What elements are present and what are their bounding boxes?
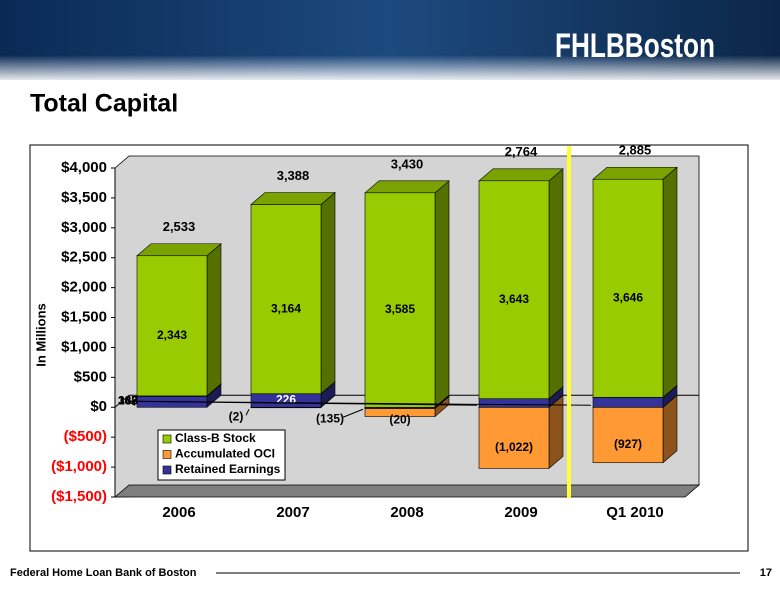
bar-segment — [478, 406, 550, 469]
label-arrow — [342, 408, 364, 418]
y-tick-label: $0 — [90, 398, 107, 415]
legend-swatch — [162, 465, 172, 475]
footer-mask — [740, 565, 780, 581]
data-label: 143 — [118, 393, 138, 407]
y-tick-label: ($500) — [64, 428, 107, 445]
y-tick-label: $500 — [74, 368, 107, 385]
bar-side — [548, 394, 564, 470]
footer-mask — [8, 565, 216, 581]
bar-segment — [136, 255, 208, 397]
chart-title: Total Capital — [30, 90, 178, 118]
data-label: 3,164 — [271, 301, 301, 315]
data-label: 3 — [118, 393, 125, 407]
data-label: (20) — [389, 413, 410, 427]
legend-label: Retained Earnings — [175, 462, 281, 476]
total-label: 3,388 — [277, 168, 310, 183]
data-label: 226 — [276, 393, 296, 407]
data-label: (135) — [316, 411, 344, 425]
data-label: (927) — [614, 437, 642, 451]
data-label: 3,643 — [499, 292, 529, 306]
zero-line — [114, 394, 130, 408]
data-label: 166 — [118, 393, 138, 407]
bar-segment — [478, 398, 550, 408]
bar-side — [662, 166, 678, 398]
y-axis-label: In Millions — [33, 303, 48, 367]
total-label: 2,764 — [505, 144, 538, 159]
y-tick-label: $3,000 — [61, 219, 107, 236]
bar-segment — [592, 406, 664, 464]
y-tick-label: ($1,500) — [51, 488, 107, 505]
x-tick-label: 2006 — [162, 504, 195, 521]
bar-side — [320, 191, 336, 395]
bar-segment — [592, 178, 664, 398]
bar-segment — [250, 204, 322, 395]
data-label: 2,343 — [157, 328, 187, 342]
data-label: 3,585 — [385, 302, 415, 316]
y-tick-label: $1,000 — [61, 338, 107, 355]
y-tick-label: $2,000 — [61, 279, 107, 296]
bar-top — [136, 243, 222, 257]
bar-top — [478, 168, 564, 182]
x-tick-label: Q1 2010 — [606, 504, 664, 521]
data-label: 3,646 — [613, 290, 643, 304]
label-arrow — [127, 400, 136, 406]
total-label: 3,430 — [391, 156, 424, 171]
bar-top — [592, 166, 678, 180]
bar-segment — [364, 192, 436, 408]
y-tick-label: $4,000 — [61, 159, 107, 176]
y-tick-label: $3,500 — [61, 189, 107, 206]
x-tick-label: 2008 — [390, 504, 423, 521]
y-tick-label: $1,500 — [61, 309, 107, 326]
bar-top — [364, 180, 450, 194]
bar-segment — [592, 397, 664, 408]
footer-org: Federal Home Loan Bank of Boston — [10, 567, 197, 579]
legend-box — [157, 429, 286, 481]
x-tick-label: 2007 — [276, 504, 309, 521]
label-arrow — [245, 409, 250, 416]
legend-swatch — [162, 450, 172, 459]
total-label: 2,533 — [163, 219, 196, 234]
label-arrow — [127, 400, 592, 406]
legend-label: Accumulated OCI — [175, 447, 275, 461]
logo: FHLBBoston — [555, 27, 715, 65]
bar-side — [548, 168, 564, 400]
total-label: 2,885 — [619, 143, 652, 158]
data-label: (1,022) — [495, 440, 533, 454]
data-label: (2) — [229, 409, 244, 423]
y-tick-label: $2,500 — [61, 249, 107, 266]
x-tick-label: 2009 — [504, 504, 537, 521]
bar-side — [434, 180, 450, 408]
legend-swatch — [162, 434, 172, 444]
legend-label: Class-B Stock — [175, 431, 256, 445]
bar-top — [250, 192, 336, 205]
bar-segment — [478, 180, 550, 400]
page-number: 17 — [760, 567, 772, 579]
header-fade — [0, 55, 780, 83]
floor — [113, 484, 701, 498]
bar-side — [206, 243, 222, 397]
y-tick-label: ($1,000) — [51, 458, 107, 475]
